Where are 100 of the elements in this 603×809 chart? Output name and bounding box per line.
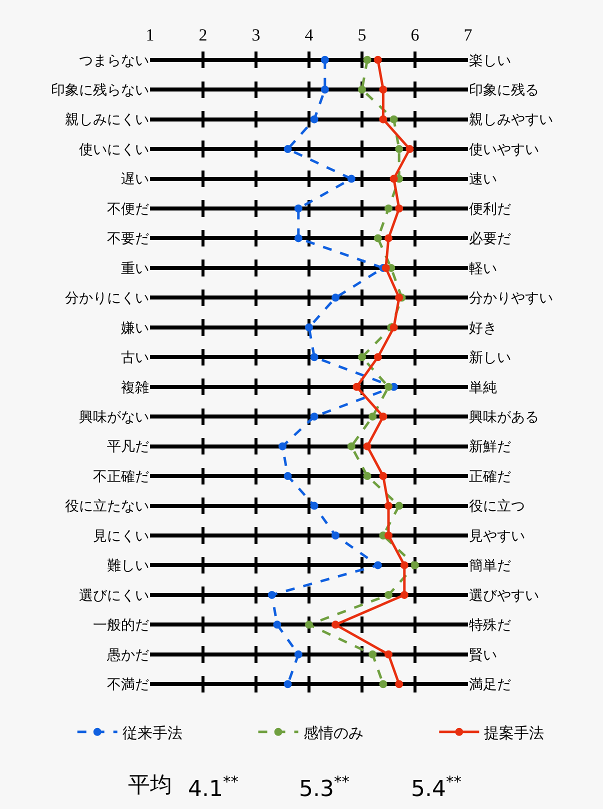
y-tick-label: 平凡だ [107,439,149,456]
point [320,56,329,64]
legend-label: 感情のみ [303,724,364,742]
point [395,680,404,688]
point [374,234,382,242]
y-tick-label: 嫌い [121,320,149,336]
point [400,590,408,599]
x-tick-label: 1 [146,26,154,45]
y2-tick-label: 印象に残る [469,82,539,98]
y2-tick-label: 見やすい [469,528,525,544]
y-tick-label: 使いにくい [79,142,149,158]
x-tick-label: 5 [358,26,366,45]
point [284,472,292,480]
x-tick-label: 7 [464,26,473,45]
point [368,650,377,658]
y-tick-label: 役に立たない [65,498,149,515]
point [395,204,404,212]
point [268,590,276,599]
y2-tick-label: 賢い [469,647,497,664]
x-tick-label: 4 [304,26,314,45]
point [395,145,404,154]
point [384,204,392,212]
point [384,532,392,540]
y-tick-label: 一般的だ [93,618,149,634]
point [284,680,292,688]
legend-label: 提案手法 [484,724,544,742]
y2-tick-label: 必要だ [469,231,511,248]
y-tick-label: 愚かだ [106,647,149,664]
point [384,502,392,510]
y2-tick-label: 便利だ [469,201,511,218]
point [310,502,318,510]
point [358,86,366,94]
point [332,620,340,629]
y2-tick-label: 好き [469,320,497,336]
point [310,115,318,124]
point [347,174,356,183]
point [374,561,382,570]
point [374,56,382,64]
point [390,115,398,124]
y2-tick-label: 単純 [469,380,497,396]
text: 平均 [128,773,172,798]
y2-tick-label: 特殊だ [469,618,511,634]
y2-tick-label: 親しみやすい [469,112,553,128]
y-tick-label: 分かりにくい [65,290,149,307]
point [320,86,329,94]
legend-label: 従来手法 [122,724,182,742]
point [332,532,340,540]
point [352,382,361,391]
point [395,294,404,302]
y2-tick-label: 新鮮だ [469,439,511,456]
y-tick-label: 印象に残らない [51,82,149,98]
point [294,234,302,242]
y-tick-label: 不正確だ [93,468,149,485]
point [310,412,318,421]
y2-tick-label: 役に立つ [469,498,525,515]
y2-tick-label: 興味がある [469,409,539,426]
y2-tick-label: 簡単だ [469,558,511,574]
point [284,145,292,154]
point [390,323,398,332]
y2-tick-label: 正確だ [469,468,511,485]
point [363,442,372,450]
y-tick-label: つまらない [79,52,149,69]
point [305,620,313,629]
y2-tick-label: 楽しい [469,52,511,69]
point [358,353,366,362]
y-tick-label: 遅い [121,172,149,188]
point [379,680,388,688]
y-tick-label: 複雑 [121,380,149,396]
point [406,145,414,154]
y-tick-label: 興味がない [79,409,149,426]
point [273,620,282,629]
point [379,86,388,94]
point [294,204,302,212]
point [400,561,408,570]
y2-tick-label: 満足だ [469,677,511,694]
point [379,115,388,124]
y-tick-label: 重い [121,260,149,277]
point [368,412,377,421]
y2-tick-label: 速い [469,172,497,188]
y2-tick-label: 新しい [469,350,511,366]
point [384,650,392,658]
point [390,174,398,183]
point [363,472,372,480]
y-tick-label: 不便だ [107,201,149,218]
y-tick-label: 不要だ [107,231,149,248]
x-tick-label: 6 [410,26,420,45]
point [395,502,404,510]
point [382,264,390,272]
y2-tick-label: 分かりやすい [469,290,553,307]
y-tick-label: 見にくい [93,528,149,544]
point [294,650,302,658]
point [379,472,388,480]
point [363,56,372,64]
point [347,442,356,450]
y2-tick-label: 軽い [469,260,497,277]
point [332,294,340,302]
y2-tick-label: 選びやすい [469,588,539,604]
point [384,234,392,242]
y-tick-label: 親しみにくい [65,112,149,128]
y-tick-label: 選びにくい [79,588,149,604]
